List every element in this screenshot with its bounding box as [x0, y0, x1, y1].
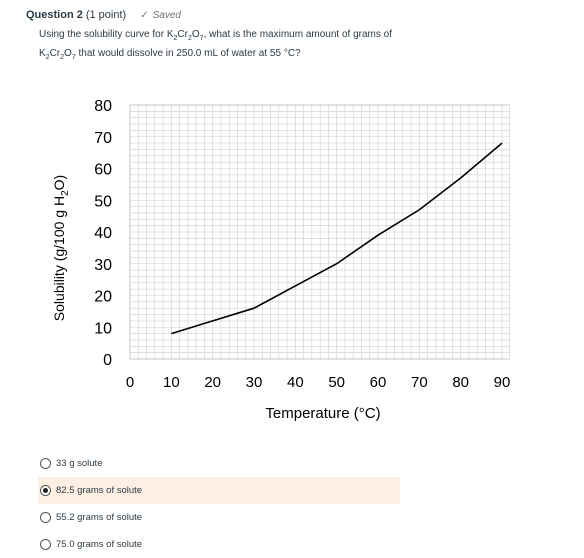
answer-option-1[interactable]: 33 g solute — [38, 450, 400, 477]
chart-grid — [129, 104, 510, 360]
y-tick-label: 70 — [94, 130, 112, 147]
x-tick-label: 90 — [494, 374, 510, 391]
x-tick-label: 80 — [452, 374, 469, 391]
y-tick-labels: 0 10 20 30 40 50 60 70 80 — [94, 98, 112, 369]
saved-label: Saved — [152, 9, 181, 21]
answer-label: 33 g solute — [56, 458, 103, 469]
question-header: Question 2 (1 point) ✓ Saved — [26, 9, 181, 21]
saved-status: ✓ Saved — [140, 10, 181, 21]
y-axis-label-subscript: 2 — [60, 190, 71, 196]
y-axis-label-part: O) — [51, 175, 67, 191]
x-tick-label: 40 — [287, 374, 304, 391]
answer-option-4[interactable]: 75.0 grams of solute — [38, 531, 400, 558]
question-points: (1 point) — [85, 9, 127, 21]
x-tick-label: 70 — [411, 374, 428, 391]
checkmark-icon: ✓ — [140, 9, 149, 21]
answer-label: 82.5 grams of solute — [56, 485, 143, 496]
answer-list: 33 g solute 82.5 grams of solute 55.2 gr… — [38, 450, 400, 558]
radio-button[interactable] — [40, 458, 51, 469]
y-tick-label: 60 — [94, 162, 112, 179]
y-tick-label: 80 — [94, 98, 112, 115]
radio-button[interactable] — [40, 539, 51, 550]
y-tick-label: 50 — [94, 193, 112, 210]
y-tick-label: 10 — [94, 320, 112, 337]
y-tick-label: 40 — [94, 225, 112, 242]
y-tick-label: 0 — [103, 352, 112, 369]
y-axis-label-part: Solubility (g/100 g H — [51, 196, 67, 321]
solubility-curve — [171, 142, 503, 335]
x-tick-label: 0 — [126, 374, 134, 391]
x-axis-label: Temperature (°C) — [265, 405, 380, 422]
radio-button[interactable] — [40, 485, 51, 496]
answer-option-2[interactable]: 82.5 grams of solute — [38, 477, 400, 504]
answer-label: 75.0 grams of solute — [56, 539, 143, 550]
question-line-1: Using the solubility curve for K2Cr2O7, … — [39, 29, 392, 42]
solubility-chart: 0 10 20 30 40 50 60 70 80 0 10 20 30 40 50 60 70 80 90 Te… — [51, 98, 510, 422]
answer-option-3[interactable]: 55.2 grams of solute — [38, 504, 400, 531]
question-line-2: K2Cr2O7 that would dissolve in 250.0 mL … — [39, 48, 301, 61]
question-number: Question 2 — [26, 9, 83, 21]
y-axis-label: Solubility (g/100 g H2O) — [51, 175, 71, 321]
x-tick-label: 10 — [163, 374, 180, 391]
x-tick-label: 30 — [246, 374, 263, 391]
x-tick-label: 60 — [370, 374, 387, 391]
plot-frame — [129, 104, 510, 360]
y-tick-label: 20 — [94, 289, 112, 306]
y-tick-label: 30 — [94, 257, 112, 274]
radio-button[interactable] — [40, 512, 51, 523]
question-text: Using the solubility curve for K2Cr2O7, … — [39, 27, 559, 65]
answer-label: 55.2 grams of solute — [56, 512, 143, 523]
x-tick-label: 20 — [204, 374, 221, 391]
x-tick-labels: 0 10 20 30 40 50 60 70 80 90 — [126, 374, 510, 391]
x-tick-label: 50 — [328, 374, 345, 391]
